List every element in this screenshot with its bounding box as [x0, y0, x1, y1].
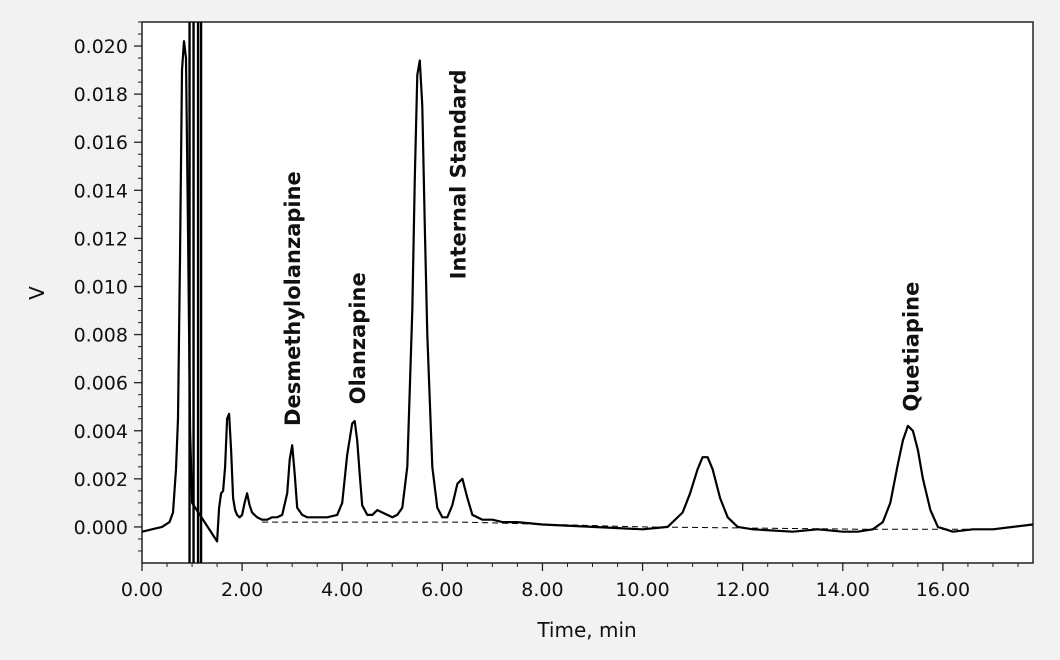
y-tick-label: 0.016 [74, 132, 128, 154]
y-tick-label: 0.014 [74, 180, 128, 202]
peak-label: Quetiapine [899, 282, 923, 412]
baseline-dashed-line [262, 521, 973, 530]
y-tick-label: 0.010 [74, 276, 128, 298]
series-group [142, 40, 1033, 543]
plot-area [141, 21, 1034, 564]
x-tick-label: 8.00 [521, 579, 563, 601]
chromatogram-trace-line [142, 40, 1033, 543]
x-tick-label: 6.00 [421, 579, 463, 601]
peak-annotations: Desmethylolanzapine Olanzapine Internal St… [281, 69, 923, 426]
peak-label: Desmethylolanzapine [281, 171, 305, 426]
y-axis-title: V [25, 286, 49, 300]
x-axis-title: Time, min [536, 618, 636, 642]
y-tick-label: 0.018 [74, 84, 128, 106]
x-tick-label: 2.00 [221, 579, 263, 601]
y-tick-label: 0.012 [74, 228, 128, 250]
x-tick-label: 16.00 [916, 579, 970, 601]
y-axis: 0.000 0.002 0.004 0.006 0.008 0.010 0.012 0.014… [74, 21, 142, 552]
x-tick-label: 12.00 [715, 579, 769, 601]
x-tick-label: 4.00 [321, 579, 363, 601]
x-axis: 0.00 2.00 4.00 6.00 8.00 10.00 12.00 14.00 16.00 [121, 563, 1019, 601]
y-tick-label: 0.008 [74, 325, 128, 347]
peak-label: Olanzapine [346, 272, 370, 404]
x-tick-label: 14.00 [816, 579, 870, 601]
y-tick-label: 0.020 [74, 36, 128, 58]
y-tick-label: 0.002 [74, 469, 128, 491]
y-tick-label: 0.006 [74, 373, 128, 395]
x-tick-label: 0.00 [121, 579, 163, 601]
y-tick-label: 0.004 [74, 421, 128, 443]
peak-label: Internal Standard [446, 69, 470, 279]
y-tick-label: 0.000 [74, 517, 128, 539]
x-tick-label: 10.00 [615, 579, 669, 601]
